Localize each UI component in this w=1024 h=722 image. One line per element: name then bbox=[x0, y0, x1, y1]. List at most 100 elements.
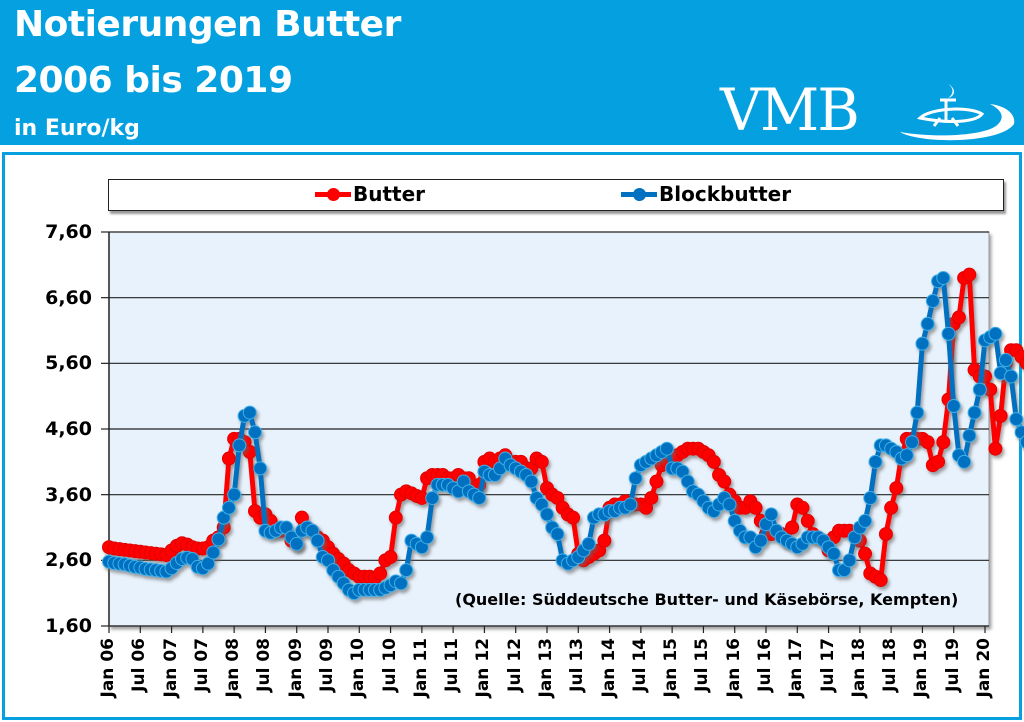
data-point-blockbutter bbox=[941, 326, 956, 341]
data-point-blockbutter bbox=[764, 507, 779, 522]
legend-label-blockbutter: Blockbutter bbox=[659, 182, 792, 206]
legend-marker-butter bbox=[315, 184, 351, 204]
data-point-blockbutter bbox=[248, 425, 262, 440]
data-point-butter bbox=[534, 454, 549, 469]
data-point-blockbutter bbox=[221, 500, 236, 515]
x-tick-label: Jul 18 bbox=[880, 638, 901, 692]
data-point-blockbutter bbox=[623, 497, 638, 512]
data-point-butter bbox=[748, 500, 763, 515]
data-point-butter bbox=[644, 490, 659, 505]
data-point-butter bbox=[597, 533, 612, 548]
data-point-blockbutter bbox=[524, 474, 539, 489]
y-tick-label: 1,60 bbox=[45, 615, 92, 637]
header-banner: Notierungen Butter 2006 bis 2019 in Euro… bbox=[0, 0, 1024, 145]
data-point-blockbutter bbox=[659, 441, 674, 456]
data-point-butter bbox=[889, 481, 904, 496]
data-point-butter bbox=[800, 513, 815, 528]
data-point-butter bbox=[566, 510, 581, 525]
data-point-blockbutter bbox=[472, 490, 487, 505]
x-tick-label: Jul 19 bbox=[942, 638, 963, 692]
data-point-blockbutter bbox=[957, 454, 972, 469]
x-tick-label: Jul 10 bbox=[379, 638, 400, 692]
data-point-butter bbox=[373, 566, 388, 581]
data-point-blockbutter bbox=[581, 536, 596, 551]
x-tick-label: Jan 07 bbox=[160, 638, 181, 698]
x-tick-label: Jan 20 bbox=[974, 638, 994, 698]
x-tick-label: Jul 14 bbox=[629, 638, 650, 692]
y-tick-label: 2,60 bbox=[45, 549, 92, 571]
chart-title: Notierungen Butter bbox=[14, 4, 401, 45]
y-tick-label: 4,60 bbox=[45, 418, 92, 440]
x-tick-label: Jul 09 bbox=[317, 638, 337, 692]
x-tick-label: Jan 18 bbox=[848, 638, 869, 698]
x-tick-label: Jul 12 bbox=[504, 638, 525, 692]
data-point-blockbutter bbox=[863, 490, 878, 505]
data-point-butter bbox=[951, 310, 966, 325]
data-point-blockbutter bbox=[253, 461, 268, 476]
legend-item-blockbutter[interactable]: Blockbutter bbox=[621, 182, 791, 206]
x-tick-label: Jul 11 bbox=[442, 638, 463, 692]
data-point-blockbutter bbox=[826, 546, 841, 561]
data-point-blockbutter bbox=[1019, 435, 1024, 449]
data-point-blockbutter bbox=[1004, 369, 1019, 384]
data-point-blockbutter bbox=[425, 490, 440, 505]
y-tick-label: 6,60 bbox=[45, 287, 92, 309]
x-tick-label: Jan 06 bbox=[98, 638, 118, 698]
data-point-butter bbox=[920, 435, 935, 450]
series-blockbutter bbox=[102, 270, 1024, 601]
data-point-butter bbox=[873, 573, 888, 588]
data-point-blockbutter bbox=[946, 399, 961, 414]
legend-marker-blockbutter bbox=[621, 184, 657, 204]
legend-item-butter[interactable]: Butter bbox=[315, 182, 425, 206]
data-point-butter bbox=[383, 550, 398, 565]
data-point-butter bbox=[1019, 356, 1024, 370]
data-point-blockbutter bbox=[915, 336, 930, 351]
x-tick-label: Jul 07 bbox=[191, 638, 212, 692]
data-point-butter bbox=[717, 474, 732, 489]
chart-legend: Butter Blockbutter bbox=[108, 179, 1004, 211]
data-point-blockbutter bbox=[962, 428, 977, 443]
data-point-blockbutter bbox=[868, 454, 883, 469]
data-point-blockbutter bbox=[972, 382, 987, 397]
data-point-blockbutter bbox=[936, 270, 951, 285]
data-point-butter bbox=[858, 546, 873, 561]
data-point-butter bbox=[884, 500, 899, 515]
y-tick-label: 5,60 bbox=[45, 352, 92, 374]
data-point-butter bbox=[931, 454, 946, 469]
data-point-butter bbox=[988, 441, 1003, 456]
data-point-blockbutter bbox=[310, 533, 325, 548]
data-point-blockbutter bbox=[289, 536, 304, 551]
data-point-blockbutter bbox=[753, 533, 768, 548]
data-point-blockbutter bbox=[920, 316, 935, 331]
data-point-blockbutter bbox=[925, 293, 940, 308]
legend-label-butter: Butter bbox=[353, 182, 426, 206]
vmb-logo-text: VMB bbox=[720, 76, 860, 144]
data-point-blockbutter bbox=[858, 513, 873, 528]
data-point-butter bbox=[649, 474, 664, 489]
data-point-butter bbox=[993, 408, 1008, 423]
data-point-butter bbox=[795, 500, 810, 515]
data-point-butter bbox=[785, 520, 800, 535]
data-point-blockbutter bbox=[540, 507, 554, 522]
source-note: (Quelle: Süddeutsche Butter- und Käsebör… bbox=[455, 590, 959, 609]
x-tick-label: Jan 10 bbox=[348, 638, 369, 698]
x-tick-label: Jul 15 bbox=[692, 638, 713, 692]
chart-period: 2006 bis 2019 bbox=[14, 60, 293, 101]
data-point-blockbutter bbox=[905, 435, 919, 450]
data-point-blockbutter bbox=[211, 532, 226, 547]
data-point-butter bbox=[221, 451, 236, 466]
vmb-logo: VMB bbox=[720, 78, 1020, 144]
data-point-blockbutter bbox=[988, 326, 1003, 341]
x-tick-label: Jul 06 bbox=[129, 638, 150, 692]
data-point-butter bbox=[962, 267, 977, 282]
data-point-blockbutter bbox=[1009, 412, 1024, 427]
x-tick-label: Jan 16 bbox=[723, 638, 744, 698]
x-tick-label: Jul 16 bbox=[755, 638, 775, 692]
data-point-blockbutter bbox=[550, 527, 565, 542]
data-point-blockbutter bbox=[998, 353, 1013, 368]
x-tick-label: Jul 13 bbox=[567, 638, 588, 692]
y-tick-label: 3,60 bbox=[45, 484, 92, 506]
x-tick-label: Jan 13 bbox=[536, 638, 556, 698]
data-point-butter bbox=[706, 454, 721, 469]
